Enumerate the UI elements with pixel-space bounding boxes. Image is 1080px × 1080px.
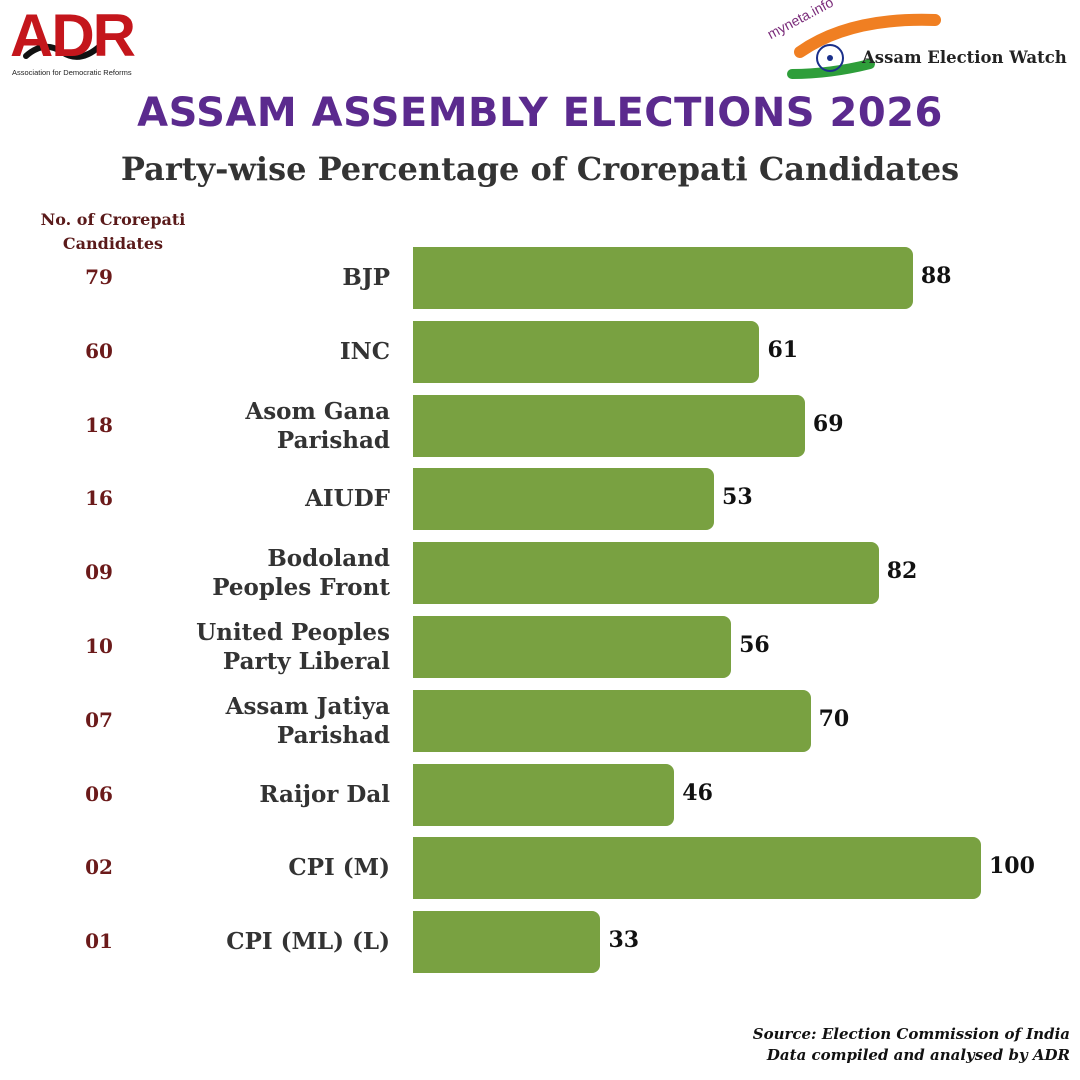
party-label: Assam Jatiya Parishad [225, 692, 390, 749]
crorepati-count: 60 [85, 338, 113, 363]
bar-value-label: 56 [739, 632, 770, 658]
party-label: CPI (M) [288, 854, 390, 882]
party-label: Asom Gana Parishad [245, 397, 390, 454]
crorepati-count: 10 [85, 634, 113, 658]
party-label: Raijor Dal [259, 780, 390, 808]
assam-election-watch-label: Assam Election Watch [862, 48, 1067, 67]
bar [413, 837, 981, 900]
party-label: CPI (ML) (L) [226, 928, 390, 956]
party-label: INC [339, 337, 390, 365]
crorepati-count: 02 [85, 855, 113, 880]
crorepati-count: 06 [85, 781, 113, 806]
chart-subtitle: Party-wise Percentage of Crorepati Candi… [120, 150, 960, 188]
bar [413, 616, 732, 678]
compiled-line: Data compiled and analysed by ADR [766, 1046, 1070, 1064]
crorepati-count: 01 [85, 929, 113, 954]
bar-value-label: 61 [767, 336, 799, 363]
adr-logo-swoosh [23, 43, 103, 60]
crorepati-count: 07 [85, 707, 113, 732]
bar [413, 911, 601, 974]
bar [413, 394, 805, 457]
adr-logo: ADR [10, 2, 136, 69]
source-line: Source: Election Commission of India [752, 1025, 1070, 1043]
count-column-header: No. of Crorepati Candidates [40, 210, 186, 253]
bar [413, 247, 913, 309]
bar-value-label: 100 [989, 853, 1035, 880]
source-note: Source: Election Commission of India Dat… [560, 1024, 1070, 1066]
bar [413, 542, 879, 605]
party-label: AIUDF [305, 485, 390, 513]
party-label: BJP [342, 264, 390, 291]
party-label: United Peoples Party Liberal [196, 619, 390, 675]
bar-value-label: 46 [682, 779, 713, 806]
bar [413, 468, 715, 531]
bar-value-label: 69 [812, 410, 844, 437]
party-label: Bodoland Peoples Front [212, 545, 390, 602]
bar-value-label: 88 [920, 263, 952, 289]
crorepati-count: 79 [85, 265, 113, 289]
page-title: ASSAM ASSEMBLY ELECTIONS 2026 [137, 90, 943, 136]
adr-logo-subtitle: Association for Democratic Reforms [12, 68, 132, 77]
crorepati-count: 09 [85, 560, 113, 585]
bar-value-label: 33 [608, 927, 640, 954]
crorepati-count: 18 [85, 412, 113, 437]
bar [413, 763, 675, 826]
bar [413, 320, 760, 383]
bar-value-label: 53 [722, 484, 753, 511]
bar-value-label: 70 [818, 705, 850, 732]
bar-value-label: 82 [886, 558, 918, 585]
myneta-logo-swoosh [787, 13, 941, 79]
bar [413, 689, 811, 752]
crorepati-count: 16 [85, 486, 113, 511]
